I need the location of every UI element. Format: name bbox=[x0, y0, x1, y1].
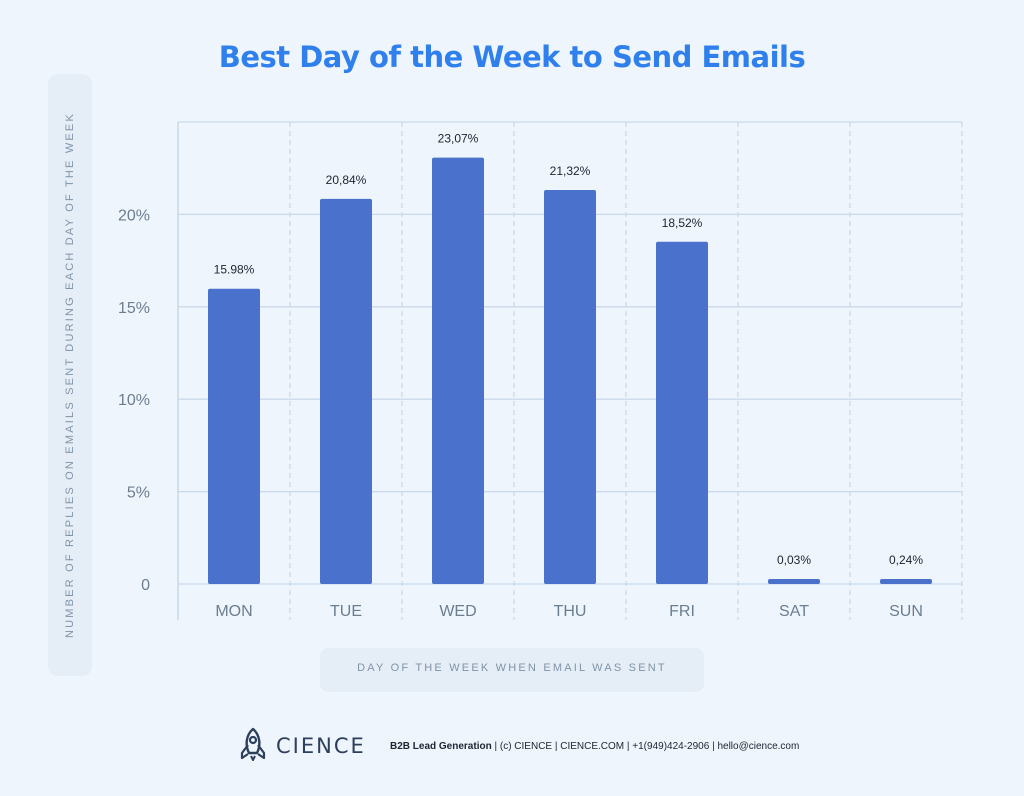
brand-name: CIENCE bbox=[276, 734, 366, 758]
bar-wed bbox=[432, 157, 484, 585]
chart-title: Best Day of the Week to Send Emails bbox=[218, 40, 806, 74]
footer-contact-info: B2B Lead Generation | (c) CIENCE | CIENC… bbox=[390, 741, 799, 752]
bar-sat bbox=[768, 579, 820, 584]
x-tick-label: FRI bbox=[669, 603, 695, 620]
y-axis-label-panel bbox=[48, 74, 92, 676]
x-tick-label: THU bbox=[554, 603, 587, 620]
rocket-icon bbox=[238, 727, 268, 766]
x-tick-label: MON bbox=[215, 603, 252, 620]
y-tick-label: 15% bbox=[118, 300, 150, 317]
bar-thu bbox=[544, 190, 596, 584]
y-tick-label: 5% bbox=[127, 485, 150, 502]
data-label-sun: 0,24% bbox=[889, 553, 923, 567]
x-tick-label: SAT bbox=[779, 603, 809, 620]
footer-tagline: B2B Lead Generation bbox=[390, 741, 492, 752]
y-tick-label: 0 bbox=[141, 577, 150, 594]
y-tick-label: 10% bbox=[118, 392, 150, 409]
data-label-wed: 23,07% bbox=[438, 132, 479, 146]
bar-sun bbox=[880, 579, 932, 584]
bar-fri bbox=[656, 241, 708, 584]
x-axis-label: DAY OF THE WEEK WHEN EMAIL WAS SENT bbox=[357, 662, 667, 674]
data-label-thu: 21,32% bbox=[550, 164, 591, 178]
data-label-tue: 20,84% bbox=[326, 173, 367, 187]
data-label-mon: 15.98% bbox=[214, 263, 255, 277]
bar-mon bbox=[208, 288, 260, 584]
x-tick-label: WED bbox=[439, 603, 476, 620]
footer-brand: CIENCE bbox=[238, 727, 366, 766]
x-axis-label-panel: DAY OF THE WEEK WHEN EMAIL WAS SENT bbox=[320, 648, 704, 692]
y-tick-label: 20% bbox=[118, 207, 150, 224]
footer-details: | (c) CIENCE | CIENCE.COM | +1(949)424-2… bbox=[491, 741, 800, 752]
x-tick-label: TUE bbox=[330, 603, 362, 620]
data-label-sat: 0,03% bbox=[777, 553, 811, 567]
x-tick-label: SUN bbox=[889, 603, 923, 620]
data-label-fri: 18,52% bbox=[662, 216, 703, 230]
bar-tue bbox=[320, 198, 372, 584]
